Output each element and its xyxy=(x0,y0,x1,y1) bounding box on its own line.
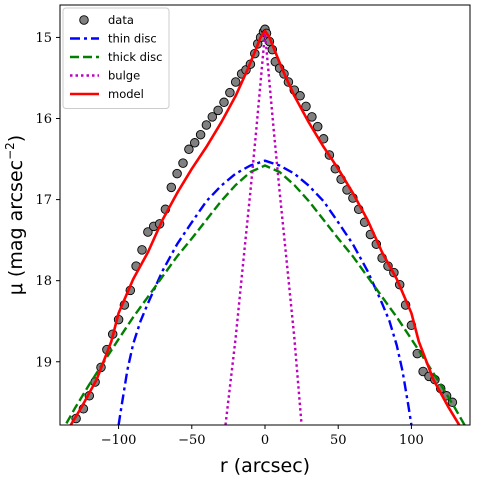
series-line-thick-disc xyxy=(64,164,466,425)
data-point xyxy=(225,87,235,98)
legend-entry: bulge xyxy=(70,69,140,83)
legend-marker xyxy=(79,15,89,25)
y-tick-label: 17 xyxy=(35,193,52,208)
legend-entry: thin disc xyxy=(70,32,157,46)
data-point xyxy=(137,245,147,255)
legend-label: bulge xyxy=(108,69,140,83)
legend-label: thick disc xyxy=(108,50,162,64)
legend-label: model xyxy=(108,87,144,101)
data-point xyxy=(189,138,200,148)
data-point xyxy=(172,168,182,179)
x-axis-label: r (arcsec) xyxy=(220,455,310,477)
x-tick-label: −50 xyxy=(178,433,205,448)
series-line-thin-disc xyxy=(117,159,413,425)
data-point xyxy=(184,144,194,155)
legend: data thin disc thick disc bulge model xyxy=(62,7,170,109)
legend-label: data xyxy=(108,13,134,27)
data-point xyxy=(166,182,177,193)
ticks-layer: −100 −50 0 50 100 15 16 17 18 19 xyxy=(35,31,423,448)
series-line-bulge xyxy=(224,32,303,425)
legend-entry: model xyxy=(70,87,144,101)
data-point xyxy=(230,77,241,87)
legend-entry: data xyxy=(79,13,134,27)
y-axis-label: μ (mag arcsec−2) xyxy=(3,135,27,295)
y-axis-label-sup: −2 xyxy=(3,142,17,160)
data-point xyxy=(195,129,206,140)
data-point xyxy=(307,112,317,122)
data-point xyxy=(213,105,223,116)
legend-box xyxy=(62,7,170,109)
plot-frame xyxy=(59,4,471,426)
x-tick-label: 100 xyxy=(399,433,424,448)
series-line-model xyxy=(69,29,461,425)
x-tick-label: 0 xyxy=(261,433,269,448)
x-tick-label: 50 xyxy=(330,433,347,448)
data-point xyxy=(219,97,229,108)
legend-entry: thick disc xyxy=(70,50,162,64)
data-point xyxy=(207,112,218,122)
data-point xyxy=(312,121,323,132)
data-point xyxy=(295,91,305,101)
data-point xyxy=(143,227,153,237)
x-tick-label: −100 xyxy=(101,433,137,448)
y-axis-label-main: μ (mag arcsec xyxy=(5,160,27,295)
data-point xyxy=(301,101,311,112)
y-tick-label: 19 xyxy=(35,355,52,370)
y-tick-label: 16 xyxy=(35,112,52,127)
legend-label: thin disc xyxy=(108,32,157,46)
y-tick-label: 18 xyxy=(35,274,52,289)
y-tick-label: 15 xyxy=(35,31,52,46)
y-axis-label-close: ) xyxy=(5,135,27,142)
data-point xyxy=(201,120,212,130)
data-point xyxy=(178,158,188,168)
series-layer xyxy=(64,24,466,425)
